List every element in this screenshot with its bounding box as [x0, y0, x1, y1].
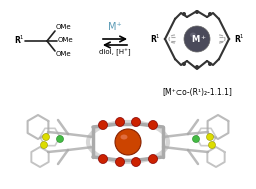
- Text: R$^1$: R$^1$: [233, 33, 244, 45]
- Circle shape: [148, 154, 157, 163]
- Text: OMe: OMe: [57, 37, 73, 43]
- Circle shape: [184, 26, 210, 52]
- Circle shape: [115, 118, 124, 126]
- Circle shape: [115, 129, 141, 155]
- Circle shape: [132, 118, 141, 126]
- Text: [M⁺⊂o-(R¹)₂-1.1.1]: [M⁺⊂o-(R¹)₂-1.1.1]: [162, 88, 232, 97]
- Text: M$^+$: M$^+$: [191, 33, 207, 45]
- Ellipse shape: [190, 33, 196, 37]
- Circle shape: [182, 12, 186, 16]
- Circle shape: [193, 136, 199, 143]
- Circle shape: [208, 12, 212, 16]
- Circle shape: [40, 142, 48, 149]
- FancyBboxPatch shape: [0, 95, 256, 189]
- Text: R$^1$: R$^1$: [14, 34, 24, 46]
- Text: diol, [H⁺]: diol, [H⁺]: [99, 48, 131, 56]
- Text: M⁺: M⁺: [108, 22, 122, 32]
- FancyBboxPatch shape: [0, 0, 256, 95]
- Text: OMe: OMe: [55, 24, 71, 30]
- Circle shape: [42, 133, 49, 140]
- Circle shape: [99, 121, 108, 129]
- Circle shape: [195, 65, 199, 69]
- Circle shape: [99, 154, 108, 163]
- Circle shape: [207, 133, 214, 140]
- Text: R$^1$: R$^1$: [150, 33, 161, 45]
- Circle shape: [182, 62, 186, 66]
- Ellipse shape: [121, 135, 127, 139]
- Circle shape: [57, 136, 63, 143]
- Circle shape: [195, 10, 199, 14]
- Text: OMe: OMe: [55, 51, 71, 57]
- Circle shape: [132, 157, 141, 167]
- Circle shape: [115, 157, 124, 167]
- Circle shape: [208, 142, 216, 149]
- Circle shape: [148, 121, 157, 129]
- Circle shape: [208, 62, 212, 66]
